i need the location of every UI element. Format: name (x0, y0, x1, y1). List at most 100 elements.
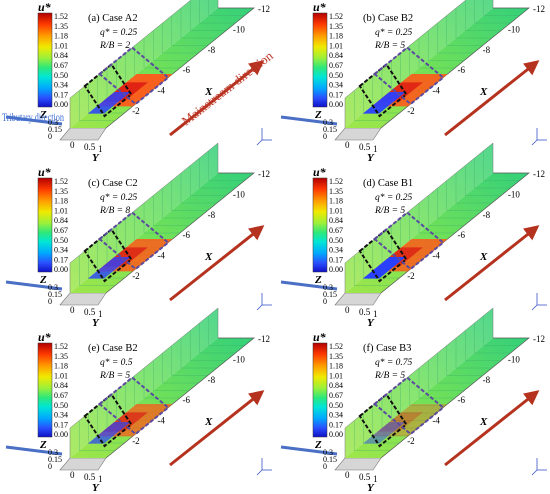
colorbar-tick-label: 1.01 (329, 371, 343, 380)
rb-ratio-label: R/B = 2 (99, 41, 130, 51)
colorbar-tick-label: 0.50 (54, 71, 68, 80)
y-axis-label: Y (367, 152, 375, 164)
triad-x-axis (531, 469, 538, 476)
cross-section (354, 420, 391, 451)
colorbar-tick-label: 1.35 (329, 352, 343, 361)
case-title: (c) Case C2 (88, 178, 138, 189)
cross-section (465, 165, 502, 196)
x-tick-label: -10 (233, 189, 245, 199)
triad-x-axis (256, 304, 263, 311)
colorbar-tick-label: 0.67 (329, 61, 343, 70)
colorbar (37, 342, 53, 438)
y-tick-label: 0.5 (359, 142, 371, 152)
y-tick-label: 0 (345, 470, 350, 480)
cross-section (180, 173, 217, 204)
separation-zone-box (83, 227, 133, 283)
cross-section (199, 158, 236, 189)
colorbar-tick-label: 0.67 (329, 226, 343, 235)
cross-section (474, 323, 511, 354)
colorbar-tick-label: 1.18 (329, 32, 343, 41)
colorbar-tick-label: 0.84 (329, 216, 343, 225)
z-tick-label: 0.15 (323, 290, 337, 299)
tributary-arrow (280, 445, 338, 456)
x-tick-label: -8 (208, 210, 216, 220)
peak-velocity-zone (377, 412, 423, 432)
separation-zone-box (83, 62, 133, 118)
x-tick-label: -6 (183, 230, 191, 240)
cross-section (418, 368, 455, 399)
z-tick-label: 0 (48, 132, 52, 141)
mainstream-arrow (169, 390, 265, 467)
contraction-zone-box (98, 376, 170, 436)
x-tick-label: -8 (208, 45, 216, 55)
q-star-label: q* = 0.25 (100, 28, 138, 38)
colorbar-tick-label: 0.50 (54, 236, 68, 245)
contraction-zone-box (373, 46, 445, 106)
colorbar-tick-label: 0.67 (54, 391, 68, 400)
cross-section (208, 315, 245, 346)
y-axis-label: Y (92, 152, 100, 164)
cross-section (143, 368, 180, 399)
x-tick-label: -4 (157, 86, 165, 96)
z-tick-label: 0.3 (48, 448, 58, 457)
colorbar-tick-label: 1.52 (329, 177, 343, 186)
colorbar-tick-label: 1.18 (54, 362, 68, 371)
x-tick-label: -2 (132, 106, 140, 116)
colorbar-title: u* (38, 0, 52, 14)
colorbar-tick-label: 0.17 (54, 90, 68, 99)
x-tick-label: -6 (183, 65, 191, 75)
x-tick-label: -10 (233, 354, 245, 364)
y-tick-label: 0.5 (359, 472, 371, 482)
x-tick-label: -8 (208, 375, 216, 385)
colorbar-tick-label: 0.00 (329, 430, 343, 439)
y-tick-label: 0.5 (359, 307, 371, 317)
mainstream-arrow (444, 225, 540, 302)
x-axis-label: X (479, 86, 488, 98)
colorbar-tick-label: 0.50 (329, 71, 343, 80)
cross-section (409, 375, 446, 406)
x-tick-label: -12 (258, 4, 270, 14)
tributary-floor (59, 457, 107, 471)
cross-section (171, 15, 208, 46)
z-axis-label: Z (39, 109, 47, 121)
panel-c: u*1.521.351.181.010.840.670.500.340.170.… (5, 142, 272, 329)
colorbar-tick-label: 1.35 (329, 22, 343, 31)
z-axis-label: Z (314, 439, 322, 451)
panel-d: u*1.521.351.181.010.840.670.500.340.170.… (280, 142, 547, 329)
x-tick-label: -2 (132, 436, 140, 446)
colorbar-tick-label: 1.01 (54, 371, 68, 380)
tributary-arrow (280, 115, 338, 126)
colorbar-tick-label: 0.00 (329, 100, 343, 109)
cross-section (474, 0, 511, 24)
z-tick-label: 0.3 (323, 448, 333, 457)
colorbar-title: u* (38, 330, 52, 344)
case-title: (f) Case B3 (363, 343, 411, 354)
cross-section (455, 173, 492, 204)
q-star-label: q* = 0.5 (100, 358, 133, 368)
y-tick-label: 1 (373, 474, 378, 484)
cross-section (400, 383, 437, 414)
tributary-floor (59, 292, 107, 306)
x-axis-label: X (479, 251, 488, 263)
colorbar-tick-label: 0.00 (54, 265, 68, 274)
cross-section (162, 23, 199, 54)
cross-section (162, 353, 199, 384)
cross-section (446, 345, 483, 376)
cross-section (437, 353, 474, 384)
cross-section (465, 330, 502, 361)
triad-x-axis (531, 304, 538, 311)
cross-section (190, 0, 227, 31)
x-tick-label: -6 (458, 230, 466, 240)
cross-section (446, 15, 483, 46)
cross-section (483, 315, 520, 346)
cross-section (153, 360, 190, 391)
z-tick-label: 0 (48, 297, 52, 306)
separation-zone-box (358, 62, 408, 118)
cross-section (190, 330, 227, 361)
cross-section (171, 345, 208, 376)
y-tick-label: 0 (345, 140, 350, 150)
colorbar-tick-label: 0.34 (329, 411, 343, 420)
x-tick-label: -10 (233, 24, 245, 34)
cross-section (143, 38, 180, 69)
